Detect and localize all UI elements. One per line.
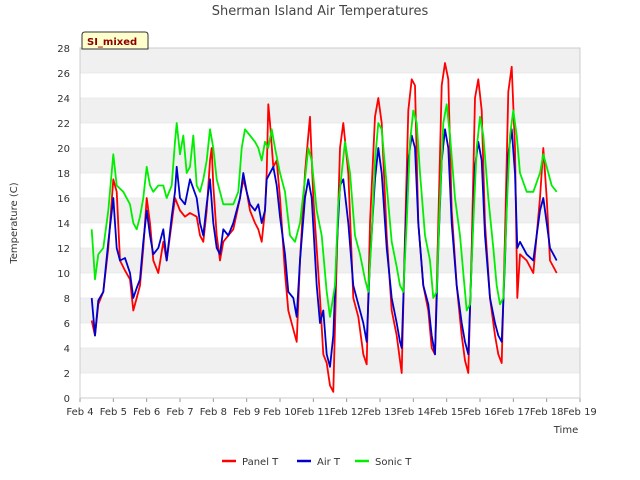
x-tick-label: Feb 7 bbox=[166, 407, 193, 418]
y-tick-label: 14 bbox=[57, 219, 70, 230]
grid-bands bbox=[80, 48, 580, 373]
x-tick-label: Feb 15 bbox=[430, 407, 464, 418]
grid-band bbox=[80, 198, 580, 223]
plot-frame bbox=[79, 47, 581, 399]
x-tick-label: Feb 19 bbox=[563, 407, 597, 418]
legend-label: Sonic T bbox=[375, 457, 412, 468]
grid-band bbox=[80, 48, 580, 73]
y-tick-label: 26 bbox=[57, 69, 70, 80]
grid-band bbox=[80, 98, 580, 123]
legend-item: Air T bbox=[297, 457, 341, 468]
x-tick-label: Feb 13 bbox=[363, 407, 397, 418]
legend-label: Panel T bbox=[242, 457, 279, 468]
x-tick-label: Feb 16 bbox=[463, 407, 497, 418]
site-badge: SI_mixed bbox=[81, 31, 149, 50]
y-tick-label: 20 bbox=[57, 144, 70, 155]
y-tick-label: 16 bbox=[57, 194, 70, 205]
legend: Panel T Air T Sonic T bbox=[222, 457, 412, 468]
x-tick-label: Feb 12 bbox=[330, 407, 364, 418]
x-tick-label: Feb 17 bbox=[497, 407, 531, 418]
site-badge-label: SI_mixed bbox=[87, 37, 137, 48]
y-tick-label: 2 bbox=[64, 369, 70, 380]
y-tick-label: 22 bbox=[57, 119, 70, 130]
x-tick-label: Feb 8 bbox=[200, 407, 227, 418]
x-tick-label: Feb 14 bbox=[397, 407, 431, 418]
x-tick-label: Feb 5 bbox=[100, 407, 127, 418]
x-tick-label: Feb 11 bbox=[297, 407, 331, 418]
legend-label: Air T bbox=[317, 457, 341, 468]
x-tick-label: Feb 4 bbox=[66, 407, 93, 418]
y-tick-label: 8 bbox=[64, 294, 70, 305]
y-tick-label: 12 bbox=[57, 244, 70, 255]
series-line-sonic-t bbox=[90, 103, 558, 318]
x-axis-label: Time bbox=[553, 425, 578, 436]
grid-band bbox=[80, 148, 580, 173]
series-lines bbox=[90, 62, 558, 393]
chart-title: Sherman Island Air Temperatures bbox=[212, 4, 429, 19]
legend-item: Panel T bbox=[222, 457, 279, 468]
x-tick-label: Feb 18 bbox=[530, 407, 564, 418]
grid-band bbox=[80, 248, 580, 273]
x-tick-label: Feb 10 bbox=[263, 407, 297, 418]
x-tick-label: Feb 6 bbox=[133, 407, 160, 418]
y-tick-label: 28 bbox=[57, 44, 70, 55]
y-tick-label: 0 bbox=[64, 394, 70, 405]
legend-item: Sonic T bbox=[355, 457, 412, 468]
y-tick-label: 4 bbox=[64, 344, 70, 355]
y-tick-label: 24 bbox=[57, 94, 70, 105]
y-axis-label: Temperature (C) bbox=[9, 182, 20, 264]
y-tick-label: 6 bbox=[64, 319, 70, 330]
x-tick-label: Feb 9 bbox=[233, 407, 260, 418]
x-axis-ticks: Feb 4 Feb 5 Feb 6 Feb 7 Feb 8 Feb 9 Feb 10 Feb … bbox=[66, 398, 597, 418]
y-tick-label: 18 bbox=[57, 169, 70, 180]
y-tick-label: 10 bbox=[57, 269, 70, 280]
